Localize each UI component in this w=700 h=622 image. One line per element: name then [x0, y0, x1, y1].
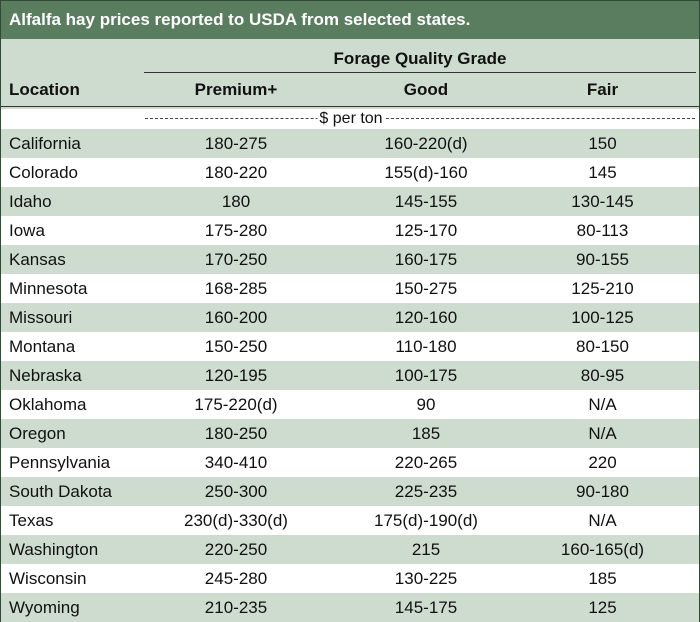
header-good: Good: [403, 80, 449, 99]
header-fair: Fair: [586, 80, 619, 99]
table-row: Montana 150-250 110-180 80-150: [1, 332, 699, 361]
cell-location: Idaho: [9, 192, 52, 211]
cell-good: 220-265: [394, 453, 458, 472]
cell-location: Iowa: [9, 221, 45, 240]
cell-premium: 210-235: [204, 598, 268, 617]
cell-location: South Dakota: [9, 482, 113, 501]
cell-location: Wisconsin: [9, 569, 87, 588]
cell-fair: 90-180: [576, 482, 629, 501]
cell-good: 160-175: [394, 250, 458, 269]
cell-location: Pennsylvania: [9, 453, 111, 472]
header-divider: [1, 106, 699, 107]
cell-fair: 130-145: [571, 192, 634, 211]
cell-premium: 150-250: [204, 337, 268, 356]
cell-premium: 175-220(d): [194, 395, 278, 414]
header-premium: Premium+: [194, 80, 278, 99]
cell-fair: 125: [588, 598, 617, 617]
cell-good: 160-220(d): [384, 134, 468, 153]
cell-location: Texas: [9, 511, 54, 530]
cell-fair: 80-95: [580, 366, 625, 385]
cell-good: 145-175: [394, 598, 458, 617]
table-row: Texas 230(d)-330(d) 175(d)-190(d) N/A: [1, 506, 699, 535]
cell-fair: N/A: [588, 395, 617, 414]
cell-fair: 100-125: [571, 308, 634, 327]
table-row: Idaho 180 145-155 130-145: [1, 187, 699, 216]
table-row: Minnesota 168-285 150-275 125-210: [1, 274, 699, 303]
cell-fair: N/A: [588, 424, 617, 443]
cell-location: Montana: [9, 337, 76, 356]
cell-premium: 160-200: [204, 308, 268, 327]
cell-good: 130-225: [394, 569, 458, 588]
cell-location: Missouri: [9, 308, 73, 327]
cell-good: 100-175: [394, 366, 458, 385]
table-row: Kansas 170-250 160-175 90-155: [1, 245, 699, 274]
group-underline: [144, 72, 696, 73]
table-row: Washington 220-250 215 160-165(d): [1, 535, 699, 564]
cell-fair: 90-155: [576, 250, 629, 269]
cell-premium: 245-280: [204, 569, 268, 588]
cell-location: Minnesota: [9, 279, 88, 298]
cell-premium: 180-220: [204, 163, 268, 182]
table-row: Nebraska 120-195 100-175 80-95: [1, 361, 699, 390]
cell-location: Wyoming: [9, 598, 80, 617]
cell-good: 215: [411, 540, 441, 559]
table-row: Wisconsin 245-280 130-225 185: [1, 564, 699, 593]
table-row: Wyoming 210-235 145-175 125: [1, 593, 699, 622]
cell-location: Colorado: [9, 163, 78, 182]
cell-fair: 150: [588, 134, 617, 153]
unit-row: $ per ton: [1, 109, 699, 129]
cell-premium: 180-275: [204, 134, 268, 153]
cell-good: 110-180: [395, 337, 457, 356]
cell-fair: 160-165(d): [560, 540, 645, 559]
cell-location: Oklahoma: [9, 395, 87, 414]
cell-premium: 250-300: [204, 482, 268, 501]
table-row: Pennsylvania 340-410 220-265 220: [1, 448, 699, 477]
cell-good: 185: [411, 424, 441, 443]
cell-fair: 125-210: [571, 279, 634, 298]
cell-fair: N/A: [588, 511, 617, 530]
cell-premium: 340-410: [204, 453, 268, 472]
cell-good: 120-160: [394, 308, 458, 327]
cell-premium: 168-285: [204, 279, 268, 298]
cell-location: Nebraska: [9, 366, 82, 385]
cell-good: 125-170: [394, 221, 458, 240]
table-row: Missouri 160-200 120-160 100-125: [1, 303, 699, 332]
cell-location: Washington: [9, 540, 99, 559]
table-row: Colorado 180-220 155(d)-160 145: [1, 158, 699, 187]
table-row: Oregon 180-250 185 N/A: [1, 419, 699, 448]
table-row: Iowa 175-280 125-170 80-113: [1, 216, 699, 245]
cell-location: Oregon: [9, 424, 66, 443]
cell-good: 145-155: [394, 192, 458, 211]
header-forage-quality-grade: Forage Quality Grade: [333, 49, 507, 68]
cell-premium: 180-250: [204, 424, 268, 443]
cell-good: 155(d)-160: [384, 163, 468, 182]
table-row: South Dakota 250-300 225-235 90-180: [1, 477, 699, 506]
cell-fair: 80-150: [576, 337, 629, 356]
cell-fair: 80-113: [576, 221, 629, 240]
header-location: Location: [9, 80, 80, 99]
cell-location: California: [9, 134, 81, 153]
cell-premium: 230(d)-330(d): [184, 511, 288, 530]
table-body: California 180-275 160-220(d) 150 Colorado 18…: [1, 129, 699, 622]
cell-good: 150-275: [394, 279, 458, 298]
unit-dashed-line: [145, 118, 695, 119]
cell-premium: 175-280: [204, 221, 268, 240]
cell-premium: 120-195: [204, 366, 268, 385]
cell-location: Kansas: [9, 250, 66, 269]
cell-good: 175(d)-190(d): [374, 511, 478, 530]
table-header: Forage Quality Grade Location Premium+ G…: [1, 39, 699, 109]
table-row: Oklahoma 175-220(d) 90 N/A: [1, 390, 699, 419]
cell-fair: 220: [588, 453, 617, 472]
table-row: California 180-275 160-220(d) 150: [1, 129, 699, 158]
table-title: Alfalfa hay prices reported to USDA from…: [1, 1, 699, 39]
cell-fair: 185: [588, 569, 617, 588]
cell-premium: 170-250: [204, 250, 268, 269]
cell-premium: 180: [221, 192, 251, 211]
cell-good: 225-235: [394, 482, 458, 501]
unit-label: $ per ton: [317, 109, 385, 129]
cell-premium: 220-250: [204, 540, 268, 559]
cell-good: 90: [416, 395, 436, 414]
cell-fair: 145: [588, 163, 617, 182]
